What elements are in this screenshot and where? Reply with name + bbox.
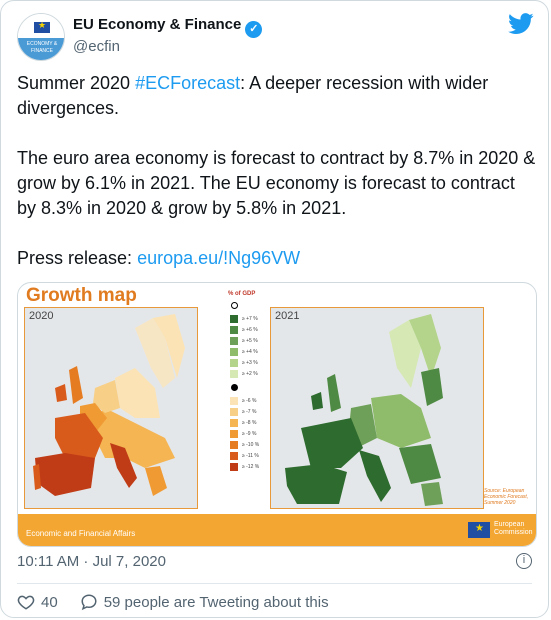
text-part: : A deeper recession with wider divergen…: [17, 73, 489, 118]
growth-map-image[interactable]: Growth map 2020 % of GDP ≥: [17, 282, 537, 547]
divider: [17, 583, 532, 584]
legend-positive-list: ≥ +7 % ≥ +6 % ≥ +5 % ≥ +4 % ≥ +3 % ≥ +2 %: [222, 313, 268, 379]
positive-legend-item: ≥ +7 %: [222, 313, 268, 324]
year-label-2020: 2020: [29, 310, 54, 322]
legend-label: ≥ +2 %: [242, 370, 258, 377]
legend-positive-marker: [231, 302, 238, 309]
negative-legend-item: ≥ -7 %: [222, 406, 268, 417]
positive-legend-item: ≥ +5 %: [222, 335, 268, 346]
logo-text: European Commission: [494, 521, 533, 536]
legend-negative-marker: [231, 384, 238, 391]
verified-badge-icon: ✓: [245, 21, 263, 38]
positive-legend-item: ≥ +4 %: [222, 346, 268, 357]
legend-label: ≥ +7 %: [242, 315, 258, 322]
hashtag-link[interactable]: #ECForecast: [135, 73, 241, 93]
account-name-text[interactable]: EU Economy & Finance: [73, 16, 242, 33]
positive-legend-item: ≥ +2 %: [222, 368, 268, 379]
year-label-2021: 2021: [275, 310, 300, 322]
legend-label: ≥ -6 %: [242, 397, 257, 404]
info-icon[interactable]: i: [516, 553, 532, 569]
legend-label: ≥ +4 %: [242, 348, 258, 355]
legend-swatch: [230, 325, 238, 334]
map-footer-bar: [18, 514, 536, 546]
tweet-actions: 40 59 people are Tweeting about this: [17, 593, 329, 611]
legend-label: ≥ -9 %: [242, 430, 257, 437]
positive-legend-item: ≥ +3 %: [222, 357, 268, 368]
speech-bubble-icon: [81, 594, 97, 611]
legend-label: ≥ -8 %: [242, 419, 257, 426]
eu-flag-icon: [468, 522, 490, 538]
tweet-paragraph-3: Press release: europa.eu/!Ng96VW: [17, 246, 537, 271]
dg-label: Economic and Financial Affairs: [26, 529, 136, 538]
europe-map-2021: [285, 314, 443, 506]
legend-label: ≥ +5 %: [242, 337, 258, 344]
legend-swatch: [230, 358, 238, 367]
positive-legend-item: ≥ +6 %: [222, 324, 268, 335]
avatar[interactable]: ECONOMY & FINANCE: [17, 13, 65, 61]
negative-legend-item: ≥ -11 %: [222, 450, 268, 461]
legend-negative-list: ≥ -6 % ≥ -7 % ≥ -8 % ≥ -9 % ≥ -10 % ≥ -11 % ≥ …: [222, 395, 268, 472]
tweet-text: Summer 2020 #ECForecast: A deeper recess…: [17, 71, 537, 296]
map-title: Growth map: [26, 285, 137, 306]
legend-label: ≥ +3 %: [242, 359, 258, 366]
avatar-label: ECONOMY & FINANCE: [18, 38, 64, 60]
tweeting-about-text: 59 people are Tweeting about this: [103, 593, 329, 611]
heart-icon: [17, 595, 35, 610]
source-note: Source: European Economic Forecast, Summ…: [484, 488, 529, 506]
like-count: 40: [41, 593, 58, 611]
legend-label: ≥ -12 %: [242, 463, 260, 470]
text-part: Summer 2020: [17, 73, 136, 93]
map-panel-2021: 2021: [270, 307, 484, 509]
european-commission-logo: European Commission: [468, 517, 533, 544]
legend-swatch: [230, 396, 238, 405]
legend-label: ≥ -7 %: [242, 408, 257, 415]
negative-legend-item: ≥ -9 %: [222, 428, 268, 439]
legend-label: ≥ -10 %: [242, 441, 260, 448]
legend-label: ≥ +6 %: [242, 326, 258, 333]
tweeting-about-link[interactable]: 59 people are Tweeting about this: [80, 593, 329, 611]
map-legend: % of GDP ≥ +7 % ≥ +6 % ≥ +5 % ≥ +4 % ≥ +3 % ≥…: [222, 291, 268, 472]
like-button[interactable]: 40: [17, 593, 58, 611]
legend-label: ≥ -11 %: [242, 452, 259, 459]
legend-swatch: [230, 418, 238, 427]
legend-swatch: [230, 347, 238, 356]
legend-swatch: [230, 440, 238, 449]
legend-swatch: [230, 369, 238, 378]
account-name[interactable]: EU Economy & Finance ✓: [73, 16, 263, 38]
legend-swatch: [230, 407, 238, 416]
legend-swatch: [230, 336, 238, 345]
negative-legend-item: ≥ -12 %: [222, 461, 268, 472]
negative-legend-item: ≥ -6 %: [222, 395, 268, 406]
tweet-paragraph-1: Summer 2020 #ECForecast: A deeper recess…: [17, 71, 537, 121]
press-label: Press release:: [17, 248, 138, 268]
legend-swatch: [230, 462, 238, 471]
map-panel-2020: 2020: [24, 307, 198, 509]
press-release-link[interactable]: europa.eu/!Ng96VW: [137, 248, 301, 268]
legend-swatch: [230, 451, 238, 460]
negative-legend-item: ≥ -10 %: [222, 439, 268, 450]
tweet-timestamp[interactable]: 10:11 AM · Jul 7, 2020: [17, 553, 166, 570]
twitter-bird-icon[interactable]: [508, 13, 534, 35]
tweet-paragraph-2: The euro area economy is forecast to con…: [17, 148, 536, 218]
europe-map-2020: [33, 314, 185, 496]
legend-swatch: [230, 429, 238, 438]
legend-title: % of GDP: [228, 291, 256, 297]
account-handle[interactable]: @ecfin: [73, 38, 120, 55]
negative-legend-item: ≥ -8 %: [222, 417, 268, 428]
eu-flag-icon: [34, 20, 50, 33]
legend-swatch: [230, 314, 238, 323]
